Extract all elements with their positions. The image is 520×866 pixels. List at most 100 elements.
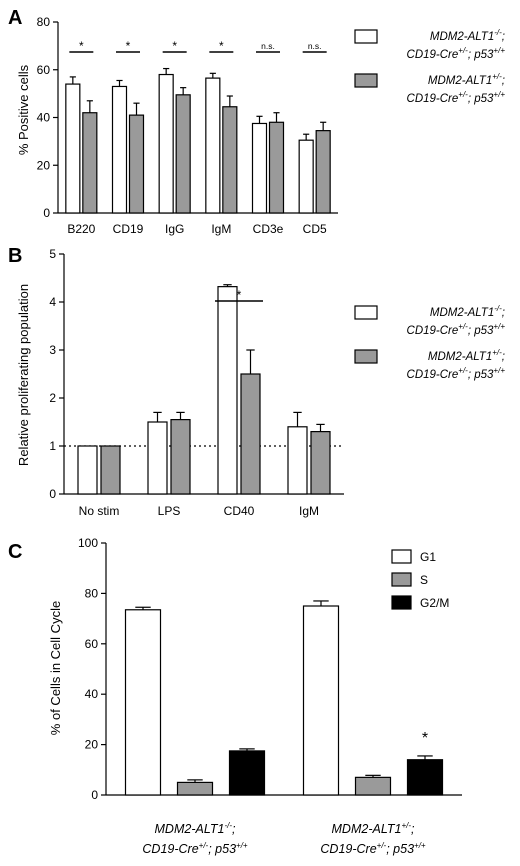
legend-text-part: ; [502,75,505,87]
x-tick-label: CD19 [113,222,144,236]
significance-label: * [237,288,242,302]
x-group-label: MDM2-ALT1+/-; [332,821,415,836]
panel-b-ylabel: Relative proliferating population [16,284,31,466]
bar [124,609,162,796]
legend-text-part: +/+ [493,322,505,331]
legend-text-part: +/- [199,841,209,850]
bar [298,139,314,214]
panel-a-ylabel: % Positive cells [16,64,31,155]
legend-text-part: MDM2-ALT1 [155,822,225,836]
bar [315,130,331,214]
y-tick-label: 0 [43,206,50,220]
panel-c-legend: G1 S G2/M [391,549,449,610]
legend-text-part: ; [502,307,505,319]
legend-swatch [354,29,378,44]
y-tick-label: 20 [37,158,51,172]
legend-text-part: MDM2-ALT1 [428,351,492,363]
x-tick-label: IgM [299,504,319,518]
legend-text-part: +/+ [493,46,505,55]
legend-text-part: ; [502,31,505,43]
legend-label: MDM2-ALT1-/-; [430,304,505,319]
legend-text-part: -/- [224,821,232,830]
legend-swatch [354,73,378,88]
significance-label: n.s. [261,41,275,51]
bar [100,445,121,495]
legend-text-part: CD19-Cre [142,842,198,856]
panel-b: B Relative proliferating population 0 1 2 3… [8,245,505,518]
legend-label: S [420,573,428,587]
legend-label: MDM2-ALT1+/-; [428,72,505,87]
panel-label-c: C [8,541,22,563]
legend-text-part: +/- [458,90,468,99]
y-tick-label: 20 [85,738,99,752]
panel-c-ylabel: % of Cells in Cell Cycle [48,601,63,735]
bar [77,445,98,495]
y-tick-label: 1 [49,439,56,453]
bar [175,94,191,214]
panel-b-plot: 0 1 2 3 4 5 No stim LPS CD40 IgM * [49,247,344,518]
y-tick-label: 40 [85,687,99,701]
significance-label: * [172,39,177,53]
y-tick-label: 2 [49,391,56,405]
legend-text-part: ; [232,822,236,836]
legend-label: G1 [420,550,436,564]
bar [158,73,174,214]
bar [65,83,81,214]
y-tick-label: 80 [85,586,99,600]
panel-a-legend: MDM2-ALT1-/-; CD19-Cre+/-; p53+/+ MDM2-ALT… [354,28,506,105]
bar [147,421,168,495]
bar [170,419,191,495]
significance-label: * [126,39,131,53]
legend-label: MDM2-ALT1-/-; [430,28,505,43]
bar [268,121,285,214]
legend-swatch [391,549,412,564]
y-tick-label: 40 [37,111,51,125]
y-tick-label: 100 [78,536,98,550]
legend-text-part: +/+ [414,841,426,850]
x-tick-label: CD40 [224,504,255,518]
bar [228,750,266,796]
legend-label: G2/M [420,596,449,610]
bar [251,122,268,214]
legend-text-part: MDM2-ALT1 [332,822,402,836]
bar [302,605,340,796]
legend-text-part: MDM2-ALT1 [430,307,494,319]
bar [287,426,308,495]
bar [354,776,392,796]
y-tick-label: 3 [49,343,56,357]
legend-text-part: CD19-Cre [407,369,459,381]
x-group-label: MDM2-ALT1-/-; [155,821,236,836]
legend-text-part: CD19-Cre [407,325,459,337]
legend-text-part: ; p53 [468,325,494,337]
y-tick-label: 5 [49,247,56,261]
significance-label: * [79,39,84,53]
x-group-label: CD19-Cre+/-; p53+/+ [320,841,426,856]
x-tick-label: CD3e [253,222,284,236]
y-tick-label: 4 [49,295,56,309]
legend-text-part: ; [502,351,505,363]
legend-swatch [354,349,378,364]
x-tick-label: LPS [158,504,181,518]
legend-text-part: +/+ [493,90,505,99]
legend-text-part: CD19-Cre [407,49,459,61]
bar [82,112,98,214]
bar [240,373,261,495]
panel-a-plot: 0 20 40 60 80 B220 * CD19 * IgG * IgM * CD3e n.s. CD5 n.… [37,15,338,236]
bar [176,781,214,796]
legend-text-part: MDM2-ALT1 [430,31,494,43]
legend-text-part: +/- [377,841,387,850]
legend-label: CD19-Cre+/-; p53+/+ [407,46,506,61]
bar [205,77,221,214]
x-tick-label: CD5 [303,222,327,236]
legend-text-part: +/- [492,72,502,81]
panel-label-a: A [8,7,22,29]
legend-text-part: CD19-Cre [407,93,459,105]
legend-swatch [354,305,378,320]
legend-text-part: -/- [494,28,502,37]
legend-label: CD19-Cre+/-; p53+/+ [407,366,506,381]
bar [310,431,331,495]
y-tick-label: 0 [91,788,98,802]
legend-text-part: +/- [458,366,468,375]
